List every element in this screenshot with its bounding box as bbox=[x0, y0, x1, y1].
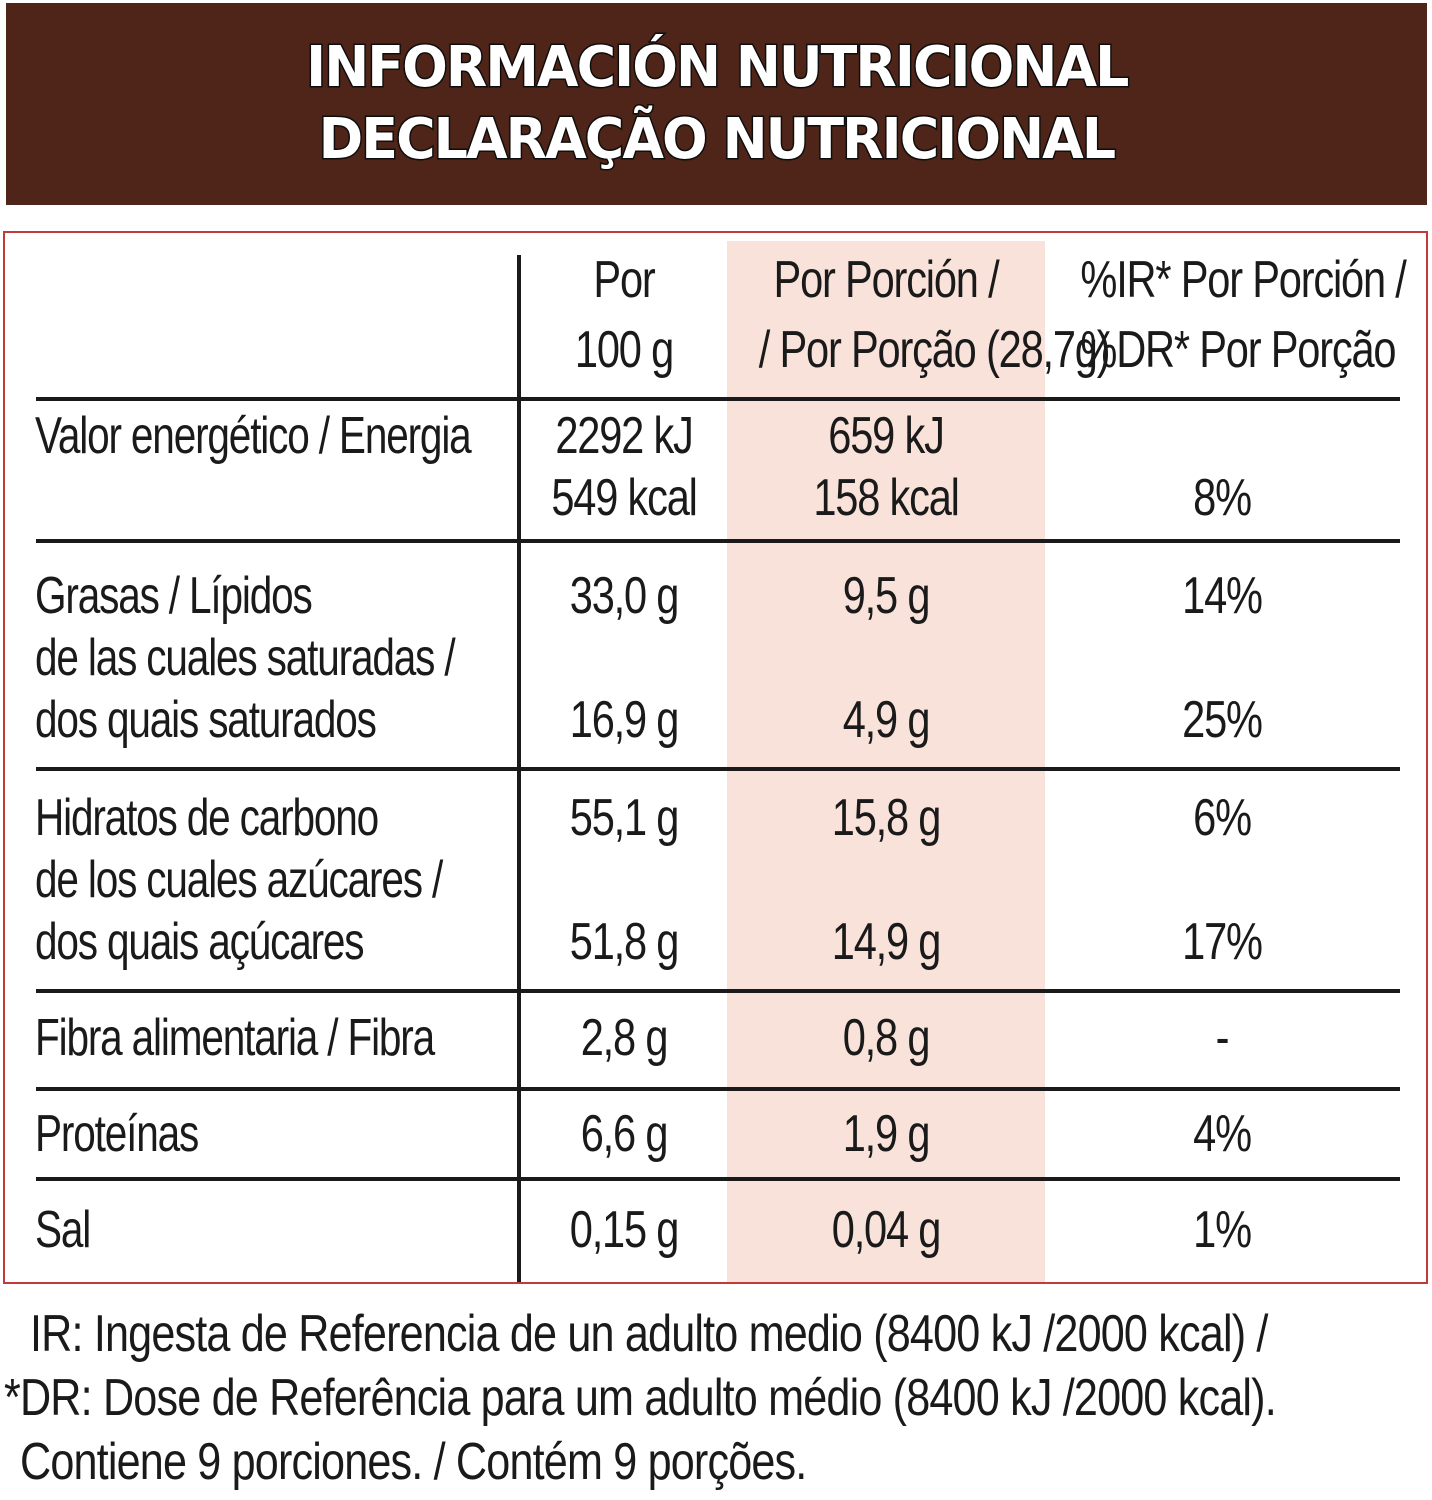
salt-per100: 0,15 g bbox=[569, 1201, 680, 1259]
col-header-portion-line1: Por Porción / bbox=[773, 251, 1000, 309]
row-label-saturated-line2: dos quais saturados bbox=[35, 691, 377, 749]
row-label-salt: Sal bbox=[35, 1201, 91, 1259]
col-header-portion-line2: / Por Porção (28,7g) bbox=[758, 321, 1111, 379]
carbs-portion: 15,8 g bbox=[831, 789, 942, 847]
footnote-portions: Contiene 9 porciones. / Contém 9 porções… bbox=[20, 1433, 807, 1491]
protein-ir: 4% bbox=[1193, 1105, 1252, 1163]
energy-ir: 8% bbox=[1193, 469, 1252, 527]
sugars-per100: 51,8 g bbox=[569, 913, 680, 971]
row-divider-protein bbox=[36, 1177, 1400, 1181]
col-header-ir-line2: %DR* Por Porção bbox=[1080, 321, 1396, 379]
protein-portion: 1,9 g bbox=[842, 1105, 931, 1163]
nutrition-table: Por 100 g Por Porción / / Por Porção (28… bbox=[3, 231, 1428, 1284]
carbs-per100: 55,1 g bbox=[569, 789, 680, 847]
row-divider-carbs bbox=[36, 989, 1400, 993]
sugars-ir: 17% bbox=[1182, 913, 1263, 971]
row-divider-fat bbox=[36, 767, 1400, 771]
carbs-ir: 6% bbox=[1193, 789, 1252, 847]
saturated-per100: 16,9 g bbox=[569, 691, 680, 749]
fibre-ir: - bbox=[1215, 1009, 1230, 1067]
portion-column-shading bbox=[727, 241, 1045, 1282]
row-divider-energy bbox=[36, 539, 1400, 543]
energy-per100-kj: 2292 kJ bbox=[555, 407, 694, 465]
row-label-fat: Grasas / Lípidos bbox=[35, 567, 313, 625]
row-label-sugars-line1: de los cuales azúcares / bbox=[35, 851, 443, 909]
fibre-portion: 0,8 g bbox=[842, 1009, 931, 1067]
fat-ir: 14% bbox=[1182, 567, 1263, 625]
energy-portion-kcal: 158 kcal bbox=[813, 469, 960, 527]
col-header-per100-line2: 100 g bbox=[574, 321, 674, 379]
energy-portion-kj: 659 kJ bbox=[828, 407, 945, 465]
title-spanish: INFORMACIÓN NUTRICIONAL bbox=[304, 34, 1130, 102]
fat-portion: 9,5 g bbox=[842, 567, 931, 625]
protein-per100: 6,6 g bbox=[580, 1105, 669, 1163]
energy-per100-kcal: 549 kcal bbox=[551, 469, 698, 527]
row-label-fibre: Fibra alimentaria / Fibra bbox=[35, 1009, 435, 1067]
sugars-portion: 14,9 g bbox=[831, 913, 942, 971]
row-divider-fibre bbox=[36, 1087, 1400, 1091]
row-label-carbs: Hidratos de carbono bbox=[35, 789, 379, 847]
footnote-ir: IR: Ingesta de Referencia de un adulto m… bbox=[30, 1305, 1268, 1363]
saturated-portion: 4,9 g bbox=[842, 691, 931, 749]
row-divider-header bbox=[36, 397, 1400, 401]
fat-per100: 33,0 g bbox=[569, 567, 680, 625]
row-label-sugars-line2: dos quais açúcares bbox=[35, 913, 365, 971]
saturated-ir: 25% bbox=[1182, 691, 1263, 749]
fibre-per100: 2,8 g bbox=[580, 1009, 669, 1067]
title-portuguese: DECLARAÇÃO NUTRICIONAL bbox=[317, 106, 1117, 174]
footnote-dr: *DR: Dose de Referência para um adulto m… bbox=[4, 1369, 1277, 1427]
salt-ir: 1% bbox=[1193, 1201, 1252, 1259]
salt-portion: 0,04 g bbox=[831, 1201, 942, 1259]
row-label-protein: Proteínas bbox=[35, 1105, 199, 1163]
col-header-ir-line1: %IR* Por Porción / bbox=[1080, 251, 1406, 309]
row-label-energy: Valor energético / Energia bbox=[35, 407, 472, 465]
row-label-saturated-line1: de las cuales saturadas / bbox=[35, 629, 456, 687]
nutrition-header-banner: INFORMACIÓN NUTRICIONAL DECLARAÇÃO NUTRI… bbox=[6, 3, 1427, 205]
col-header-per100-line1: Por bbox=[593, 251, 655, 309]
